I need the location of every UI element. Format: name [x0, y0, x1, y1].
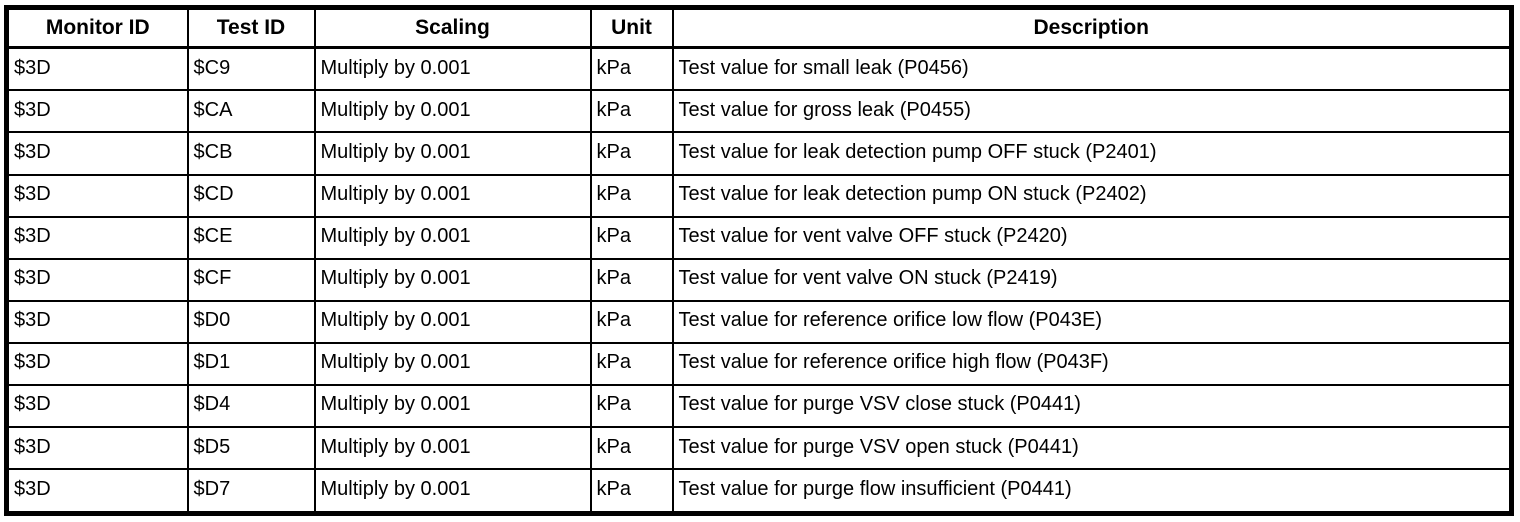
cell-description: Test value for reference orifice low flo…: [671, 299, 1513, 344]
cell-monitor-id: $3D: [5, 383, 189, 428]
cell-test-id: $CD: [186, 173, 316, 218]
cell-unit: kPa: [589, 173, 674, 218]
cell-test-id: $CB: [186, 131, 316, 176]
cell-monitor-id: $3D: [5, 299, 189, 344]
table-row: $3D $D7 Multiply by 0.001 kPa Test value…: [5, 468, 1513, 515]
table-row: $3D $D5 Multiply by 0.001 kPa Test value…: [5, 425, 1513, 471]
cell-unit: kPa: [589, 341, 674, 386]
cell-monitor-id: $3D: [5, 257, 189, 302]
table-row: $3D $CA Multiply by 0.001 kPa Test value…: [5, 89, 1513, 134]
monitor-test-table: Monitor ID Test ID Scaling Unit Descript…: [4, 5, 1514, 516]
cell-test-id: $D1: [186, 341, 316, 386]
column-header-test-id: Test ID: [186, 6, 316, 49]
cell-scaling: Multiply by 0.001: [313, 173, 592, 218]
cell-test-id: $CF: [186, 257, 316, 302]
column-header-unit: Unit: [589, 6, 674, 49]
cell-scaling: Multiply by 0.001: [313, 341, 592, 386]
cell-scaling: Multiply by 0.001: [313, 215, 592, 260]
cell-unit: kPa: [589, 46, 674, 92]
cell-monitor-id: $3D: [5, 173, 189, 218]
table-row: $3D $D1 Multiply by 0.001 kPa Test value…: [5, 341, 1513, 386]
cell-unit: kPa: [589, 299, 674, 344]
cell-monitor-id: $3D: [5, 341, 189, 386]
cell-unit: kPa: [589, 131, 674, 176]
cell-unit: kPa: [589, 215, 674, 260]
table-row: $3D $CB Multiply by 0.001 kPa Test value…: [5, 131, 1513, 176]
cell-scaling: Multiply by 0.001: [313, 131, 592, 176]
cell-description: Test value for purge VSV open stuck (P04…: [671, 425, 1513, 471]
table-row: $3D $D4 Multiply by 0.001 kPa Test value…: [5, 383, 1513, 428]
column-header-monitor-id: Monitor ID: [5, 6, 189, 49]
cell-description: Test value for reference orifice high fl…: [671, 341, 1513, 386]
cell-test-id: $D0: [186, 299, 316, 344]
table-row: $3D $C9 Multiply by 0.001 kPa Test value…: [5, 46, 1513, 92]
cell-unit: kPa: [589, 257, 674, 302]
cell-scaling: Multiply by 0.001: [313, 425, 592, 471]
table-header-row: Monitor ID Test ID Scaling Unit Descript…: [5, 6, 1513, 49]
cell-description: Test value for leak detection pump ON st…: [671, 173, 1513, 218]
cell-unit: kPa: [589, 425, 674, 471]
column-header-scaling: Scaling: [313, 6, 592, 49]
cell-monitor-id: $3D: [5, 46, 189, 92]
cell-scaling: Multiply by 0.001: [313, 383, 592, 428]
cell-description: Test value for vent valve ON stuck (P241…: [671, 257, 1513, 302]
cell-description: Test value for small leak (P0456): [671, 46, 1513, 92]
cell-description: Test value for gross leak (P0455): [671, 89, 1513, 134]
cell-monitor-id: $3D: [5, 425, 189, 471]
cell-scaling: Multiply by 0.001: [313, 299, 592, 344]
cell-unit: kPa: [589, 468, 674, 515]
table-row: $3D $CF Multiply by 0.001 kPa Test value…: [5, 257, 1513, 302]
table-body: $3D $C9 Multiply by 0.001 kPa Test value…: [5, 46, 1513, 515]
cell-monitor-id: $3D: [5, 89, 189, 134]
cell-test-id: $C9: [186, 46, 316, 92]
cell-monitor-id: $3D: [5, 215, 189, 260]
table-row: $3D $CE Multiply by 0.001 kPa Test value…: [5, 215, 1513, 260]
cell-description: Test value for leak detection pump OFF s…: [671, 131, 1513, 176]
cell-scaling: Multiply by 0.001: [313, 46, 592, 92]
column-header-description: Description: [671, 6, 1513, 49]
cell-test-id: $D7: [186, 468, 316, 515]
cell-description: Test value for purge VSV close stuck (P0…: [671, 383, 1513, 428]
cell-unit: kPa: [589, 89, 674, 134]
cell-scaling: Multiply by 0.001: [313, 468, 592, 515]
table-row: $3D $CD Multiply by 0.001 kPa Test value…: [5, 173, 1513, 218]
cell-scaling: Multiply by 0.001: [313, 257, 592, 302]
table-header: Monitor ID Test ID Scaling Unit Descript…: [5, 6, 1513, 49]
table-row: $3D $D0 Multiply by 0.001 kPa Test value…: [5, 299, 1513, 344]
cell-test-id: $CE: [186, 215, 316, 260]
cell-description: Test value for vent valve OFF stuck (P24…: [671, 215, 1513, 260]
cell-scaling: Multiply by 0.001: [313, 89, 592, 134]
cell-unit: kPa: [589, 383, 674, 428]
cell-test-id: $D5: [186, 425, 316, 471]
cell-description: Test value for purge flow insufficient (…: [671, 468, 1513, 515]
cell-test-id: $CA: [186, 89, 316, 134]
cell-monitor-id: $3D: [5, 131, 189, 176]
cell-test-id: $D4: [186, 383, 316, 428]
cell-monitor-id: $3D: [5, 468, 189, 515]
